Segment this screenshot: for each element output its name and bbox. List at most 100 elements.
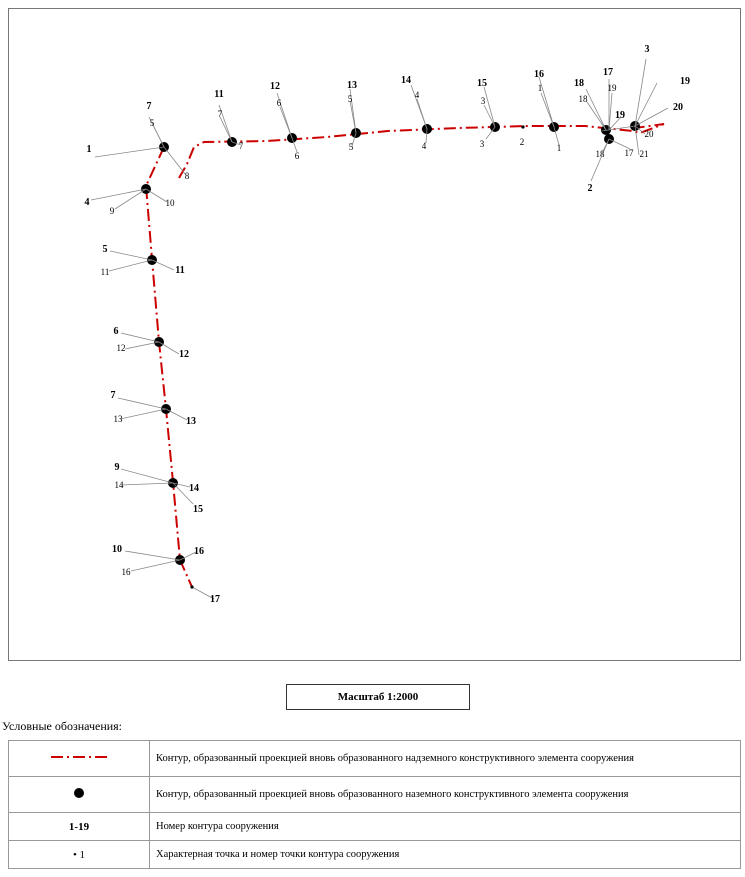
point-number-label: 5 xyxy=(150,118,155,128)
legend-text: Контур, образованный проекцией вновь обр… xyxy=(149,776,741,813)
leader-line xyxy=(483,104,496,128)
point-number-label: 11 xyxy=(101,267,110,277)
leader-line xyxy=(191,586,215,600)
leader-line xyxy=(120,482,174,486)
leader-line xyxy=(163,146,186,175)
point-number-label: 20 xyxy=(645,129,655,139)
leader-line xyxy=(145,188,168,203)
contour-number-label: 1 xyxy=(87,144,92,155)
legend-text: Контур, образованный проекцией вновь обр… xyxy=(149,740,741,777)
leader-line xyxy=(94,146,165,158)
point-number-label: 2 xyxy=(520,137,525,147)
leader-line xyxy=(608,116,622,131)
leader-line xyxy=(109,250,153,261)
contour-number-label: 6 xyxy=(114,326,119,337)
leader-line xyxy=(590,138,610,182)
leader-line xyxy=(124,341,160,350)
contour-number-label: 5 xyxy=(103,244,108,255)
point-number-label: 9 xyxy=(110,206,115,216)
leader-line xyxy=(483,86,496,128)
contour-number-label: 13 xyxy=(186,416,196,427)
leader-line xyxy=(634,82,658,127)
contour-number-label: 19 xyxy=(615,110,625,121)
contour-number-label: 11 xyxy=(214,89,223,100)
contour-number-label: 3 xyxy=(645,44,650,55)
leader-line xyxy=(608,92,613,131)
leader-line xyxy=(151,122,165,148)
leader-line xyxy=(585,88,607,131)
legend-row: • 1 Характерная точка и номер точки конт… xyxy=(8,840,741,869)
leader-line xyxy=(165,408,188,421)
leader-line xyxy=(218,104,233,143)
leader-line xyxy=(114,188,147,210)
point-number-label: 12 xyxy=(117,343,126,353)
point-number-label: 21 xyxy=(640,149,649,159)
leader-line xyxy=(279,106,293,139)
leader-line xyxy=(601,125,636,132)
point-number-label: 14 xyxy=(115,480,125,490)
leader-line xyxy=(172,482,194,505)
contour-number-label: 18 xyxy=(574,78,584,89)
leader-line xyxy=(634,125,646,135)
leader-line xyxy=(124,550,181,561)
point-number-label: 4 xyxy=(415,90,420,100)
point-number-label: 3 xyxy=(481,96,486,106)
point-number-label: 6 xyxy=(295,151,300,161)
legend-row: Контур, образованный проекцией вновь обр… xyxy=(8,740,741,777)
point-number-label: 19 xyxy=(608,83,618,93)
contour-number-sample: 1-19 xyxy=(8,812,150,841)
leader-line xyxy=(586,101,607,131)
contour-number-label: 4 xyxy=(85,197,90,208)
contour-line-vertical xyxy=(144,146,193,588)
leader-line xyxy=(120,468,174,484)
leader-line xyxy=(634,58,647,127)
contour-number-label: 17 xyxy=(603,67,613,78)
contour-number-label: 16 xyxy=(534,69,544,80)
point-number-label: 1 xyxy=(557,143,562,153)
point-number-label: 6 xyxy=(277,98,282,108)
point-number-label: 7 xyxy=(218,109,223,119)
point-number-label: 5 xyxy=(348,94,353,104)
leader-line xyxy=(538,76,555,128)
leader-line xyxy=(172,482,191,488)
contour-number-label: 17 xyxy=(210,594,220,605)
scale-box: Масштаб 1:2000 xyxy=(286,684,470,710)
contour-number-label: 15 xyxy=(193,504,203,515)
leader-line xyxy=(634,107,669,127)
leader-line xyxy=(425,128,428,144)
contour-number-label: 19 xyxy=(680,76,690,87)
leader-line xyxy=(553,126,560,146)
point-number-label: 5 xyxy=(349,142,354,152)
legend-row: 1-19 Номер контура сооружения xyxy=(8,812,741,841)
contour-number-label: 16 xyxy=(194,546,204,557)
leader-line xyxy=(119,408,167,420)
contour-line-horizontal xyxy=(178,123,665,179)
point-number-label: 18 xyxy=(596,149,606,159)
point-number-label: 17 xyxy=(625,148,635,158)
contour-number-label: 7 xyxy=(111,390,116,401)
contour-number-label: 2 xyxy=(588,183,593,194)
point-number-sample: • 1 xyxy=(8,840,150,869)
dash-dot-line-icon xyxy=(8,740,150,777)
leader-line xyxy=(485,126,496,140)
leader-line xyxy=(634,125,640,156)
contour-number-label: 20 xyxy=(673,102,683,113)
point-number-label: 18 xyxy=(579,94,589,104)
leader-line xyxy=(540,92,555,128)
filled-circle-icon xyxy=(8,776,150,813)
characteristic-point xyxy=(190,585,194,589)
contour-number-label: 12 xyxy=(179,349,189,360)
leader-line xyxy=(231,141,242,146)
contour-number-label: 12 xyxy=(270,81,280,92)
contour-number-label: 14 xyxy=(189,483,199,494)
legend-row: Контур, образованный проекцией вновь обр… xyxy=(8,776,741,813)
point-number-label: 8 xyxy=(185,171,190,181)
legend-title: Условные обозначения: xyxy=(2,719,123,733)
leader-line xyxy=(158,341,180,355)
leader-line xyxy=(130,559,181,572)
legend-text: Номер контура сооружения xyxy=(149,812,741,841)
point-number-label: 1 xyxy=(538,83,543,93)
leader-line xyxy=(349,100,357,134)
contour-number-label: 13 xyxy=(347,80,357,91)
